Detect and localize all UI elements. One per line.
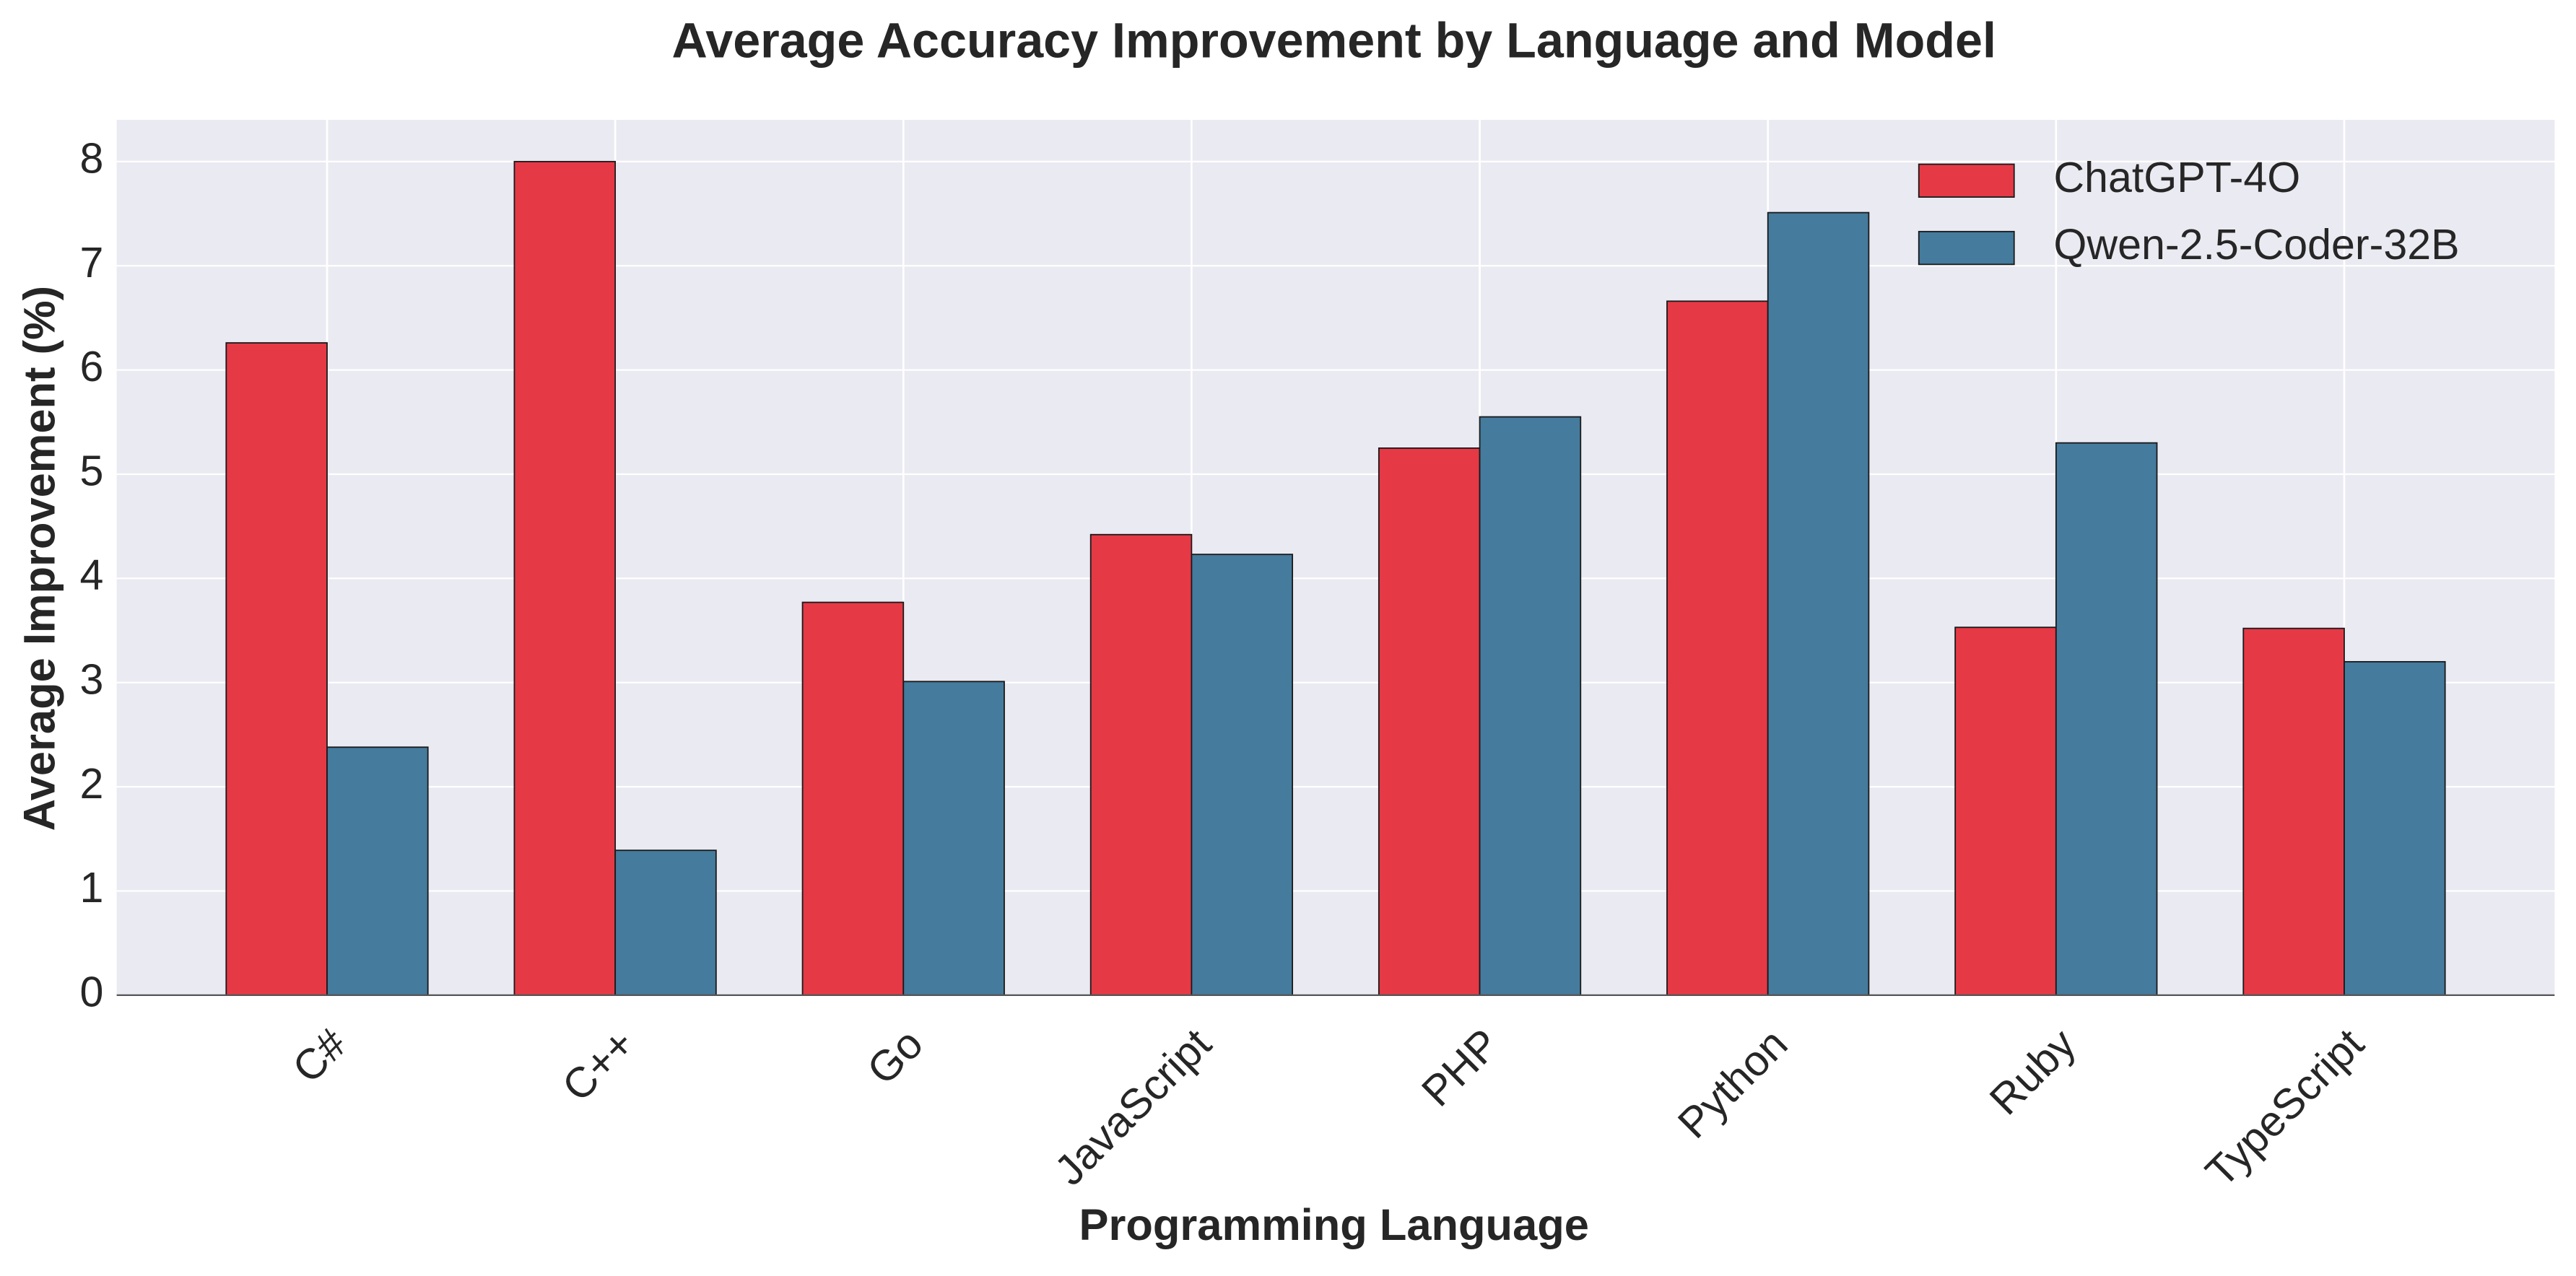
- y-tick-label: 6: [80, 342, 104, 390]
- bar: [614, 849, 717, 996]
- x-tick-label: Ruby: [1980, 1019, 2085, 1124]
- bar: [1767, 211, 1870, 996]
- y-tick-label: 3: [80, 655, 104, 703]
- x-tick-label: Go: [858, 1019, 932, 1093]
- bar: [326, 746, 429, 996]
- bar: [2344, 660, 2446, 996]
- y-tick-label: 0: [80, 968, 104, 1016]
- legend-swatch: [1918, 230, 2015, 266]
- bar: [902, 681, 1005, 996]
- bar: [2242, 627, 2345, 996]
- bar: [1191, 554, 1294, 996]
- bar: [1378, 447, 1481, 996]
- x-axis-label: Programming Language: [1079, 1200, 1588, 1250]
- bar: [801, 601, 905, 996]
- y-tick-label: 1: [80, 863, 104, 912]
- legend-swatch: [1918, 163, 2015, 198]
- legend-label: Qwen-2.5-Coder-32B: [2053, 220, 2459, 268]
- x-tick-label: JavaScript: [1045, 1019, 1220, 1194]
- legend-label: ChatGPT-4O: [2053, 153, 2300, 201]
- bar: [2055, 442, 2158, 996]
- x-tick-label: C++: [552, 1019, 643, 1110]
- chart-title: Average Accuracy Improvement by Language…: [672, 13, 1996, 68]
- x-tick-label: Python: [1668, 1019, 1797, 1148]
- bar: [1089, 533, 1193, 996]
- y-tick-label: 5: [80, 447, 104, 495]
- x-tick-label: PHP: [1412, 1019, 1508, 1115]
- bar: [1666, 300, 1769, 996]
- y-tick-label: 2: [80, 759, 104, 808]
- bar: [1954, 626, 2057, 996]
- y-axis-label: Average Improvement (%): [14, 286, 64, 831]
- y-tick-label: 7: [80, 238, 104, 287]
- bar: [225, 342, 328, 996]
- y-tick-label: 8: [80, 134, 104, 182]
- x-tick-label: TypeScript: [2196, 1019, 2373, 1196]
- bar: [513, 160, 617, 996]
- x-tick-label: C#: [283, 1019, 356, 1092]
- bar: [1479, 416, 1582, 996]
- y-tick-label: 4: [80, 551, 104, 599]
